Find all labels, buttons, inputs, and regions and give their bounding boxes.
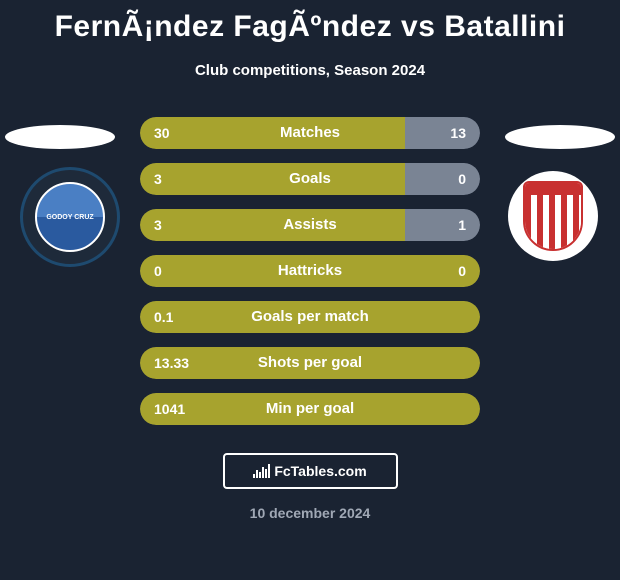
stats-list: 30Matches133Goals03Assists10Hattricks00.…	[140, 117, 480, 425]
comparison-content: GODOY CRUZ 30Matches133Goals03Assists10H…	[0, 117, 620, 425]
flag-right	[505, 125, 615, 149]
date-text: 10 december 2024	[0, 505, 620, 521]
club-crest-right	[508, 171, 598, 261]
stat-row: 3Goals0	[140, 163, 480, 195]
subtitle: Club competitions, Season 2024	[0, 62, 620, 79]
value-right: 0	[458, 163, 466, 195]
stat-label: Shots per goal	[140, 347, 480, 379]
club-crest-left: GODOY CRUZ	[20, 167, 120, 267]
stat-row: 30Matches13	[140, 117, 480, 149]
stat-label: Assists	[140, 209, 480, 241]
stat-label: Goals	[140, 163, 480, 195]
value-right: 13	[450, 117, 466, 149]
page-title: FernÃ¡ndez FagÃºndez vs Batallini	[0, 0, 620, 44]
stat-row: 0.1Goals per match	[140, 301, 480, 333]
bar-chart-icon	[253, 464, 270, 478]
stat-label: Matches	[140, 117, 480, 149]
stat-row: 1041Min per goal	[140, 393, 480, 425]
brand-badge: FcTables.com	[223, 453, 398, 489]
value-right: 0	[458, 255, 466, 287]
value-right: 1	[458, 209, 466, 241]
stat-label: Hattricks	[140, 255, 480, 287]
stat-label: Goals per match	[140, 301, 480, 333]
stat-label: Min per goal	[140, 393, 480, 425]
stat-row: 13.33Shots per goal	[140, 347, 480, 379]
flag-left	[5, 125, 115, 149]
stat-row: 3Assists1	[140, 209, 480, 241]
stat-row: 0Hattricks0	[140, 255, 480, 287]
brand-text: FcTables.com	[274, 463, 366, 479]
